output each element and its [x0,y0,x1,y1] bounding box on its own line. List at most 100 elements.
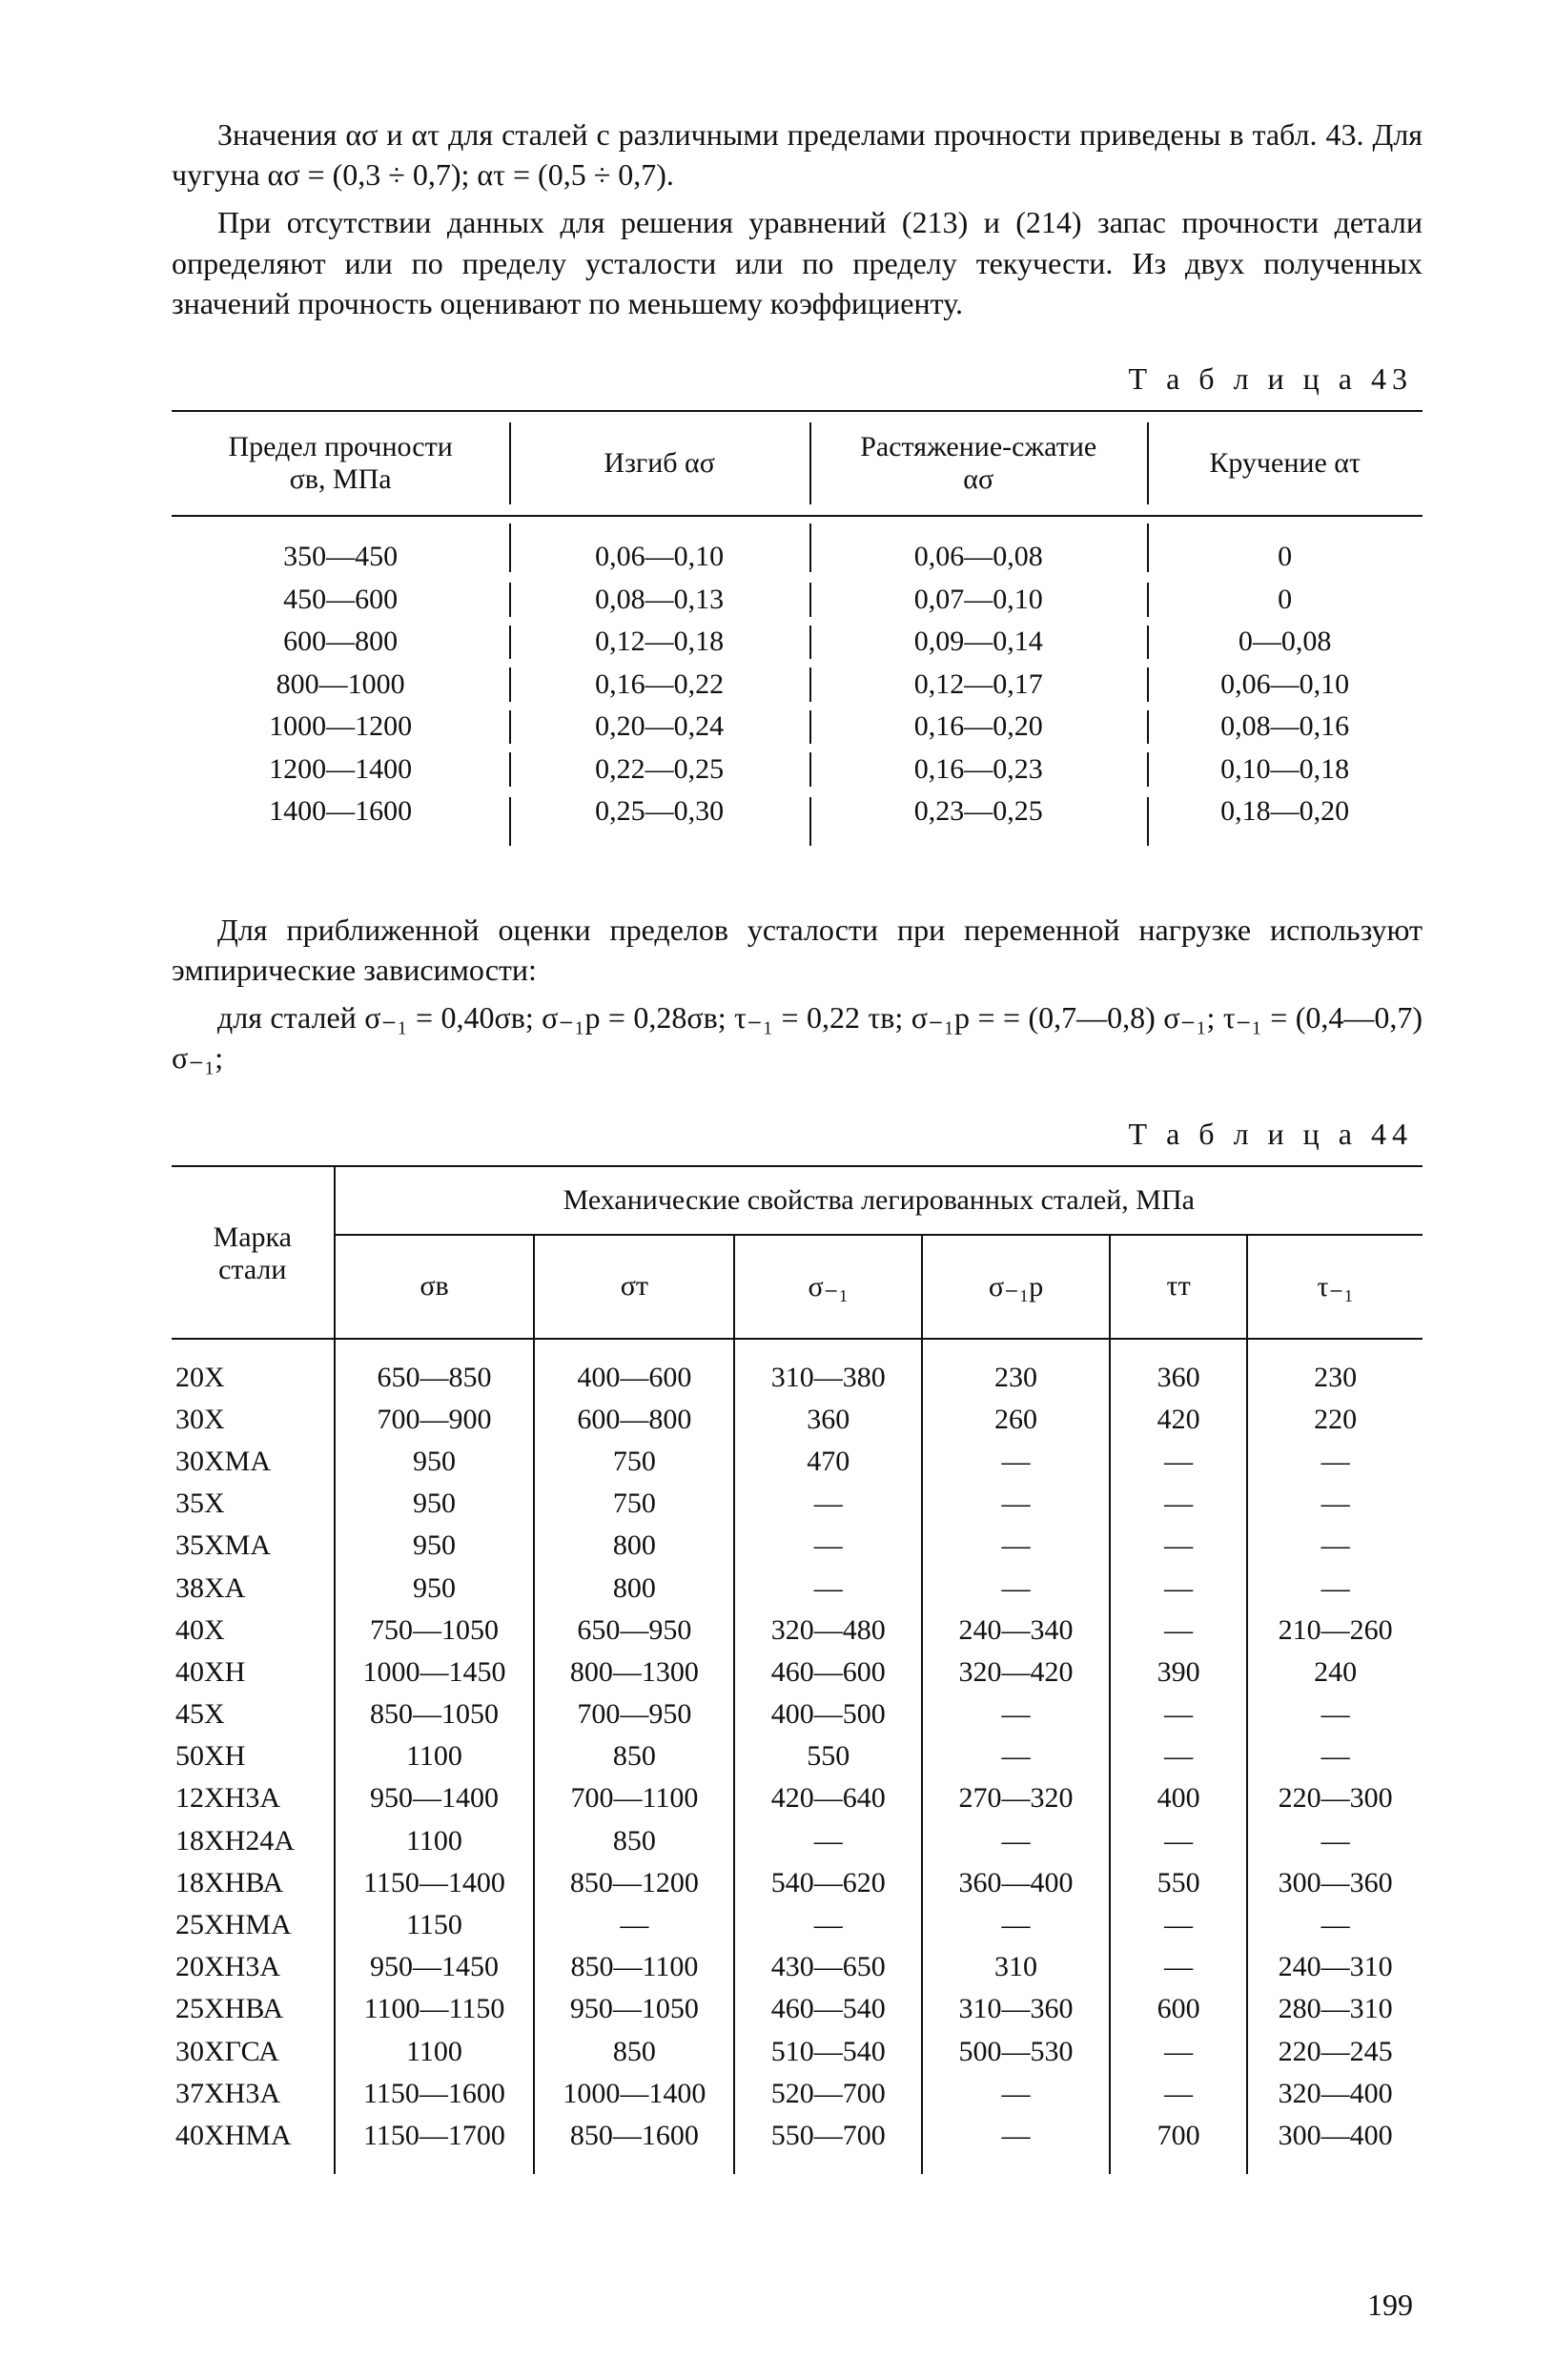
table-cell: 1150—1600 [335,2073,535,2115]
t43-h3: Кручение ατ [1147,411,1423,516]
table-cell: — [734,1568,922,1610]
table-cell: 240—340 [922,1610,1110,1652]
steel-grade-cell: 40ХНМА [172,2115,335,2174]
steel-grade-cell: 20ХН3А [172,1946,335,1988]
table-44: Марка стали Механические свойства легиро… [172,1165,1423,2175]
table-cell: — [922,1735,1110,1777]
table-cell: 450—600 [172,579,509,622]
t44-header-row-2: σв σт σ₋₁ σ₋₁p τт τ₋₁ [172,1235,1423,1339]
table-cell: 220—300 [1247,1777,1423,1819]
table-cell: 1100 [335,1820,535,1862]
table-cell: 700—950 [534,1693,734,1735]
table-cell: 1150 [335,1904,535,1946]
table-cell: 230 [922,1339,1110,1399]
table-cell: — [1110,1946,1247,1988]
table-cell: 0,20—0,24 [509,706,809,749]
table-cell: 360 [1110,1339,1247,1399]
steel-grade-cell: 25ХНВА [172,1988,335,2030]
table-cell: 700—1100 [534,1777,734,1819]
t44-sh1: σт [534,1235,734,1339]
mid-paragraph-1: Для приближенной оценки пределов усталос… [172,910,1423,990]
table-cell: — [1247,1820,1423,1862]
table-cell: 310 [922,1946,1110,1988]
t44-left-head: Марка стали [172,1166,335,1339]
table-cell: 240 [1247,1652,1423,1693]
table-cell: 0,23—0,25 [809,790,1147,852]
table-cell: 750 [534,1441,734,1483]
table-cell: — [734,1904,922,1946]
table-cell: — [922,2115,1110,2174]
table-row: 350—4500,06—0,100,06—0,080 [172,516,1423,579]
table-cell: 320—400 [1247,2073,1423,2115]
table-cell: 1150—1700 [335,2115,535,2174]
table-cell: 1000—1400 [534,2073,734,2115]
t44-sh4: τт [1110,1235,1247,1339]
table-cell: 240—310 [1247,1946,1423,1988]
table-cell: 750—1050 [335,1610,535,1652]
table-cell: 0,12—0,18 [509,621,809,664]
table-cell: — [1110,1525,1247,1567]
table-cell: — [1247,1525,1423,1567]
table-cell: 550—700 [734,2115,922,2174]
table-cell: — [734,1525,922,1567]
table-cell: 0,08—0,13 [509,579,809,622]
steel-grade-cell: 45Х [172,1693,335,1735]
table-cell: — [1110,1483,1247,1525]
table-cell: 950 [335,1525,535,1567]
table-cell: 550 [1110,1862,1247,1904]
table-cell: — [922,1904,1110,1946]
table-cell: — [1110,1568,1247,1610]
t44-top-head: Механические свойства легированных стале… [335,1166,1423,1235]
table-row: 30ХМА950750470——— [172,1441,1423,1483]
table-cell: — [922,1525,1110,1567]
table-cell: 700—900 [335,1399,535,1441]
table-cell: 360 [734,1399,922,1441]
steel-grade-cell: 18ХН24А [172,1820,335,1862]
table-row: 40ХНМА1150—1700850—1600550—700—700300—40… [172,2115,1423,2174]
table-cell: 0,09—0,14 [809,621,1147,664]
table-cell: — [734,1483,922,1525]
mid-paragraph-2: для сталей σ₋₁ = 0,40σв; σ₋₁p = 0,28σв; … [172,997,1423,1077]
table-cell: 700 [1110,2115,1247,2174]
table-cell: 220 [1247,1399,1423,1441]
table-cell: 1000—1200 [172,706,509,749]
table-cell: — [1110,1904,1247,1946]
table-cell: 1400—1600 [172,790,509,852]
steel-grade-cell: 30Х [172,1399,335,1441]
table-43-caption: Т а б л и ц а 43 [172,361,1413,397]
table-cell: 1150—1400 [335,1862,535,1904]
table-cell: 1200—1400 [172,749,509,791]
steel-grade-cell: 50ХН [172,1735,335,1777]
table-cell: 950—1450 [335,1946,535,1988]
table-cell: — [1247,1483,1423,1525]
table-cell: 510—540 [734,2031,922,2073]
table-cell: 1100—1150 [335,1988,535,2030]
steel-grade-cell: 35ХМА [172,1525,335,1567]
table-cell: 300—360 [1247,1862,1423,1904]
table-cell: 850 [534,1820,734,1862]
table-cell: — [1247,1568,1423,1610]
table-cell: — [922,1693,1110,1735]
table-cell: 0—0,08 [1147,621,1423,664]
paragraph-2: При отсутствии данных для решения уравне… [172,202,1423,323]
table-row: 600—8000,12—0,180,09—0,140—0,08 [172,621,1423,664]
table-cell: 0,10—0,18 [1147,749,1423,791]
table-cell: 750 [534,1483,734,1525]
table-cell: 400 [1110,1777,1247,1819]
t44-sh5: τ₋₁ [1247,1235,1423,1339]
table-cell: 540—620 [734,1862,922,1904]
table-cell: 0,16—0,22 [509,664,809,707]
table-cell: 800—1300 [534,1652,734,1693]
steel-grade-cell: 40Х [172,1610,335,1652]
table-cell: 950—1050 [534,1988,734,2030]
t44-sh3: σ₋₁p [922,1235,1110,1339]
table-row: 45Х850—1050700—950400—500——— [172,1693,1423,1735]
table-43: Предел прочности σв, МПа Изгиб ασ Растяж… [172,410,1423,852]
table-cell: — [922,1568,1110,1610]
table-cell: 0,07—0,10 [809,579,1147,622]
table-cell: 0 [1147,516,1423,579]
table-row: 20ХН3А950—1450850—1100430—650310—240—310 [172,1946,1423,1988]
table-row: 40Х750—1050650—950320—480240—340—210—260 [172,1610,1423,1652]
table-cell: 950 [335,1568,535,1610]
table-cell: 950—1400 [335,1777,535,1819]
